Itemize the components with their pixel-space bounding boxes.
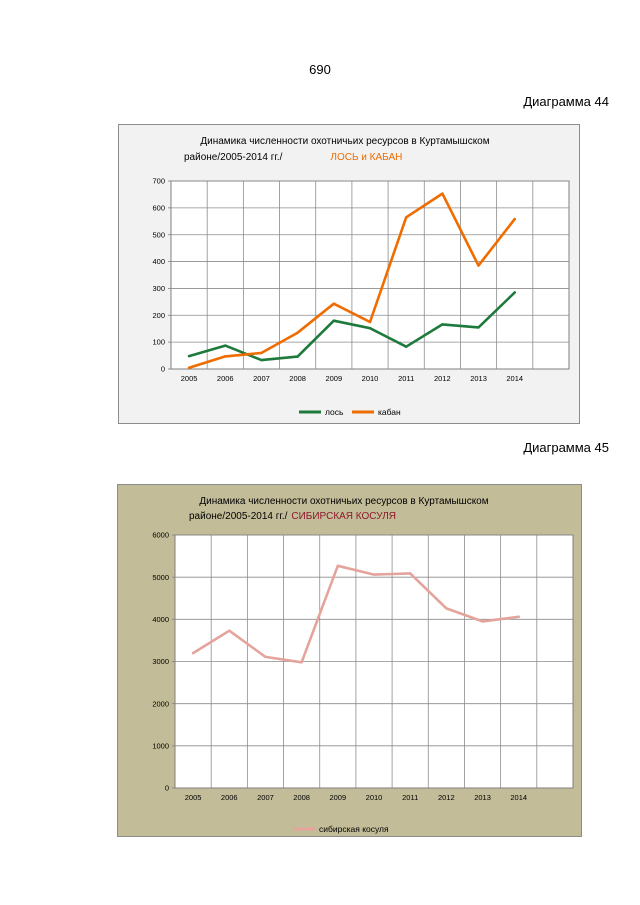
chart1-data-point [441,192,444,195]
chart1-data-point [332,302,336,305]
chart2-data-point [517,615,520,619]
chart1-ytick-label: 600 [152,203,165,212]
chart2-data-point [445,607,448,610]
chart1-data-point [404,216,408,219]
chart1-ytick-label: 300 [152,284,165,293]
chart2-ytick-label: 5000 [152,573,169,582]
chart1-series-line-0 [187,291,517,362]
chart1-xtick-label: 2009 [325,374,342,383]
chart1-data-point [296,331,299,334]
chart1-data-point [224,355,227,358]
chart-roe-deer: Динамика численности охотничьих ресурсов… [117,484,582,837]
chart1-ytick-label: 0 [161,365,165,374]
chart1-ytick-label: 700 [152,177,165,186]
chart1-xtick-label: 2013 [470,374,487,383]
chart2-legend-label-0: сибирская косуля [319,824,389,834]
chart2-title-line2: районе/2005-2014 гг./СИБИРСКАЯ КОСУЛЯ [189,511,396,522]
chart2-xtick-label: 2014 [510,793,527,802]
chart2-series-line-0 [191,564,521,664]
diagram-caption-45: Диаграмма 45 [523,440,609,455]
chart1-data-point [260,358,263,362]
chart1-title-line2: районе/2005-2014 гг./ ЛОСЬ и КАБАН [184,152,402,163]
page-number: 690 [309,62,331,77]
chart1-xtick-label: 2007 [253,374,270,383]
chart1-data-point [260,351,263,355]
chart1-xtick-label: 2012 [434,374,451,383]
chart2-ytick-label: 1000 [152,741,169,750]
chart2-xtick-label: 2009 [329,793,346,802]
chart1-ytick-label: 400 [152,257,165,266]
chart2-xtick-label: 2006 [221,793,238,802]
chart2-xtick-label: 2013 [474,793,491,802]
chart2-data-point [228,629,231,632]
chart1-ytick-label: 100 [152,338,165,347]
chart1-xtick-label: 2011 [398,374,414,383]
chart2-data-point [372,573,376,576]
chart1-data-point [187,366,191,369]
chart1-data-point [332,319,336,322]
chart2-data-point [336,564,340,567]
chart2-ytick-label: 4000 [152,615,169,624]
chart2-data-point [408,572,412,575]
chart1-xtick-label: 2008 [289,374,306,383]
chart1-xtick-label: 2010 [362,374,379,383]
chart2-ytick-label: 0 [165,784,169,793]
chart2-xtick-label: 2005 [185,793,202,802]
chart1-ytick-label: 200 [152,311,165,320]
diagram-caption-44: Диаграмма 44 [523,94,609,109]
chart1-title-period: районе/2005-2014 гг./ [184,152,283,163]
chart-roe-deer-svg: Динамика численности охотничьих ресурсов… [152,496,574,834]
chart2-xtick-label: 2010 [366,793,383,802]
chart2-ytick-label: 6000 [152,531,169,540]
chart-moose-boar: Динамика численности охотничьих ресурсов… [118,124,580,424]
chart1-data-point [368,320,372,324]
chart2-title-line1: Динамика численности охотничьих ресурсов… [199,496,488,507]
chart1-legend-label-1: кабан [378,407,401,417]
chart2-data-point [481,620,484,623]
chart1-series-line-1 [187,192,517,369]
chart1-data-point [513,291,516,294]
chart2-ytick-label: 2000 [152,699,169,708]
chart2-title-species: СИБИРСКАЯ КОСУЛЯ [291,511,396,522]
chart2-data-point [264,655,267,659]
chart1-title-line1: Динамика численности охотничьих ресурсов… [200,136,489,147]
chart1-legend-label-0: лось [325,407,344,417]
chart1-ytick-label: 500 [152,230,165,239]
chart2-data-point [191,651,195,655]
chart1-data-point [477,326,480,329]
chart1-data-point [368,326,372,330]
chart1-data-point [224,344,227,347]
chart1-data-point [477,264,480,267]
chart1-data-point [513,217,516,221]
chart1-data-point [441,323,444,326]
chart2-ytick-label: 3000 [152,657,169,666]
chart1-xtick-label: 2014 [506,374,523,383]
chart1-title-species: ЛОСЬ и КАБАН [330,152,402,163]
chart-moose-boar-svg: Динамика численности охотничьих ресурсов… [152,136,570,417]
chart2-xtick-label: 2012 [438,793,455,802]
chart2-xtick-label: 2011 [402,793,418,802]
chart1-data-point [187,354,191,358]
chart2-data-point [300,661,303,664]
chart1-xtick-label: 2005 [181,374,198,383]
chart2-xtick-label: 2007 [257,793,274,802]
chart1-xtick-label: 2006 [217,374,234,383]
chart1-data-point [404,345,408,348]
chart2-title-period: районе/2005-2014 гг./ [189,511,288,522]
chart1-data-point [296,355,299,358]
chart1-plot-area [170,180,570,370]
chart2-xtick-label: 2008 [293,793,310,802]
